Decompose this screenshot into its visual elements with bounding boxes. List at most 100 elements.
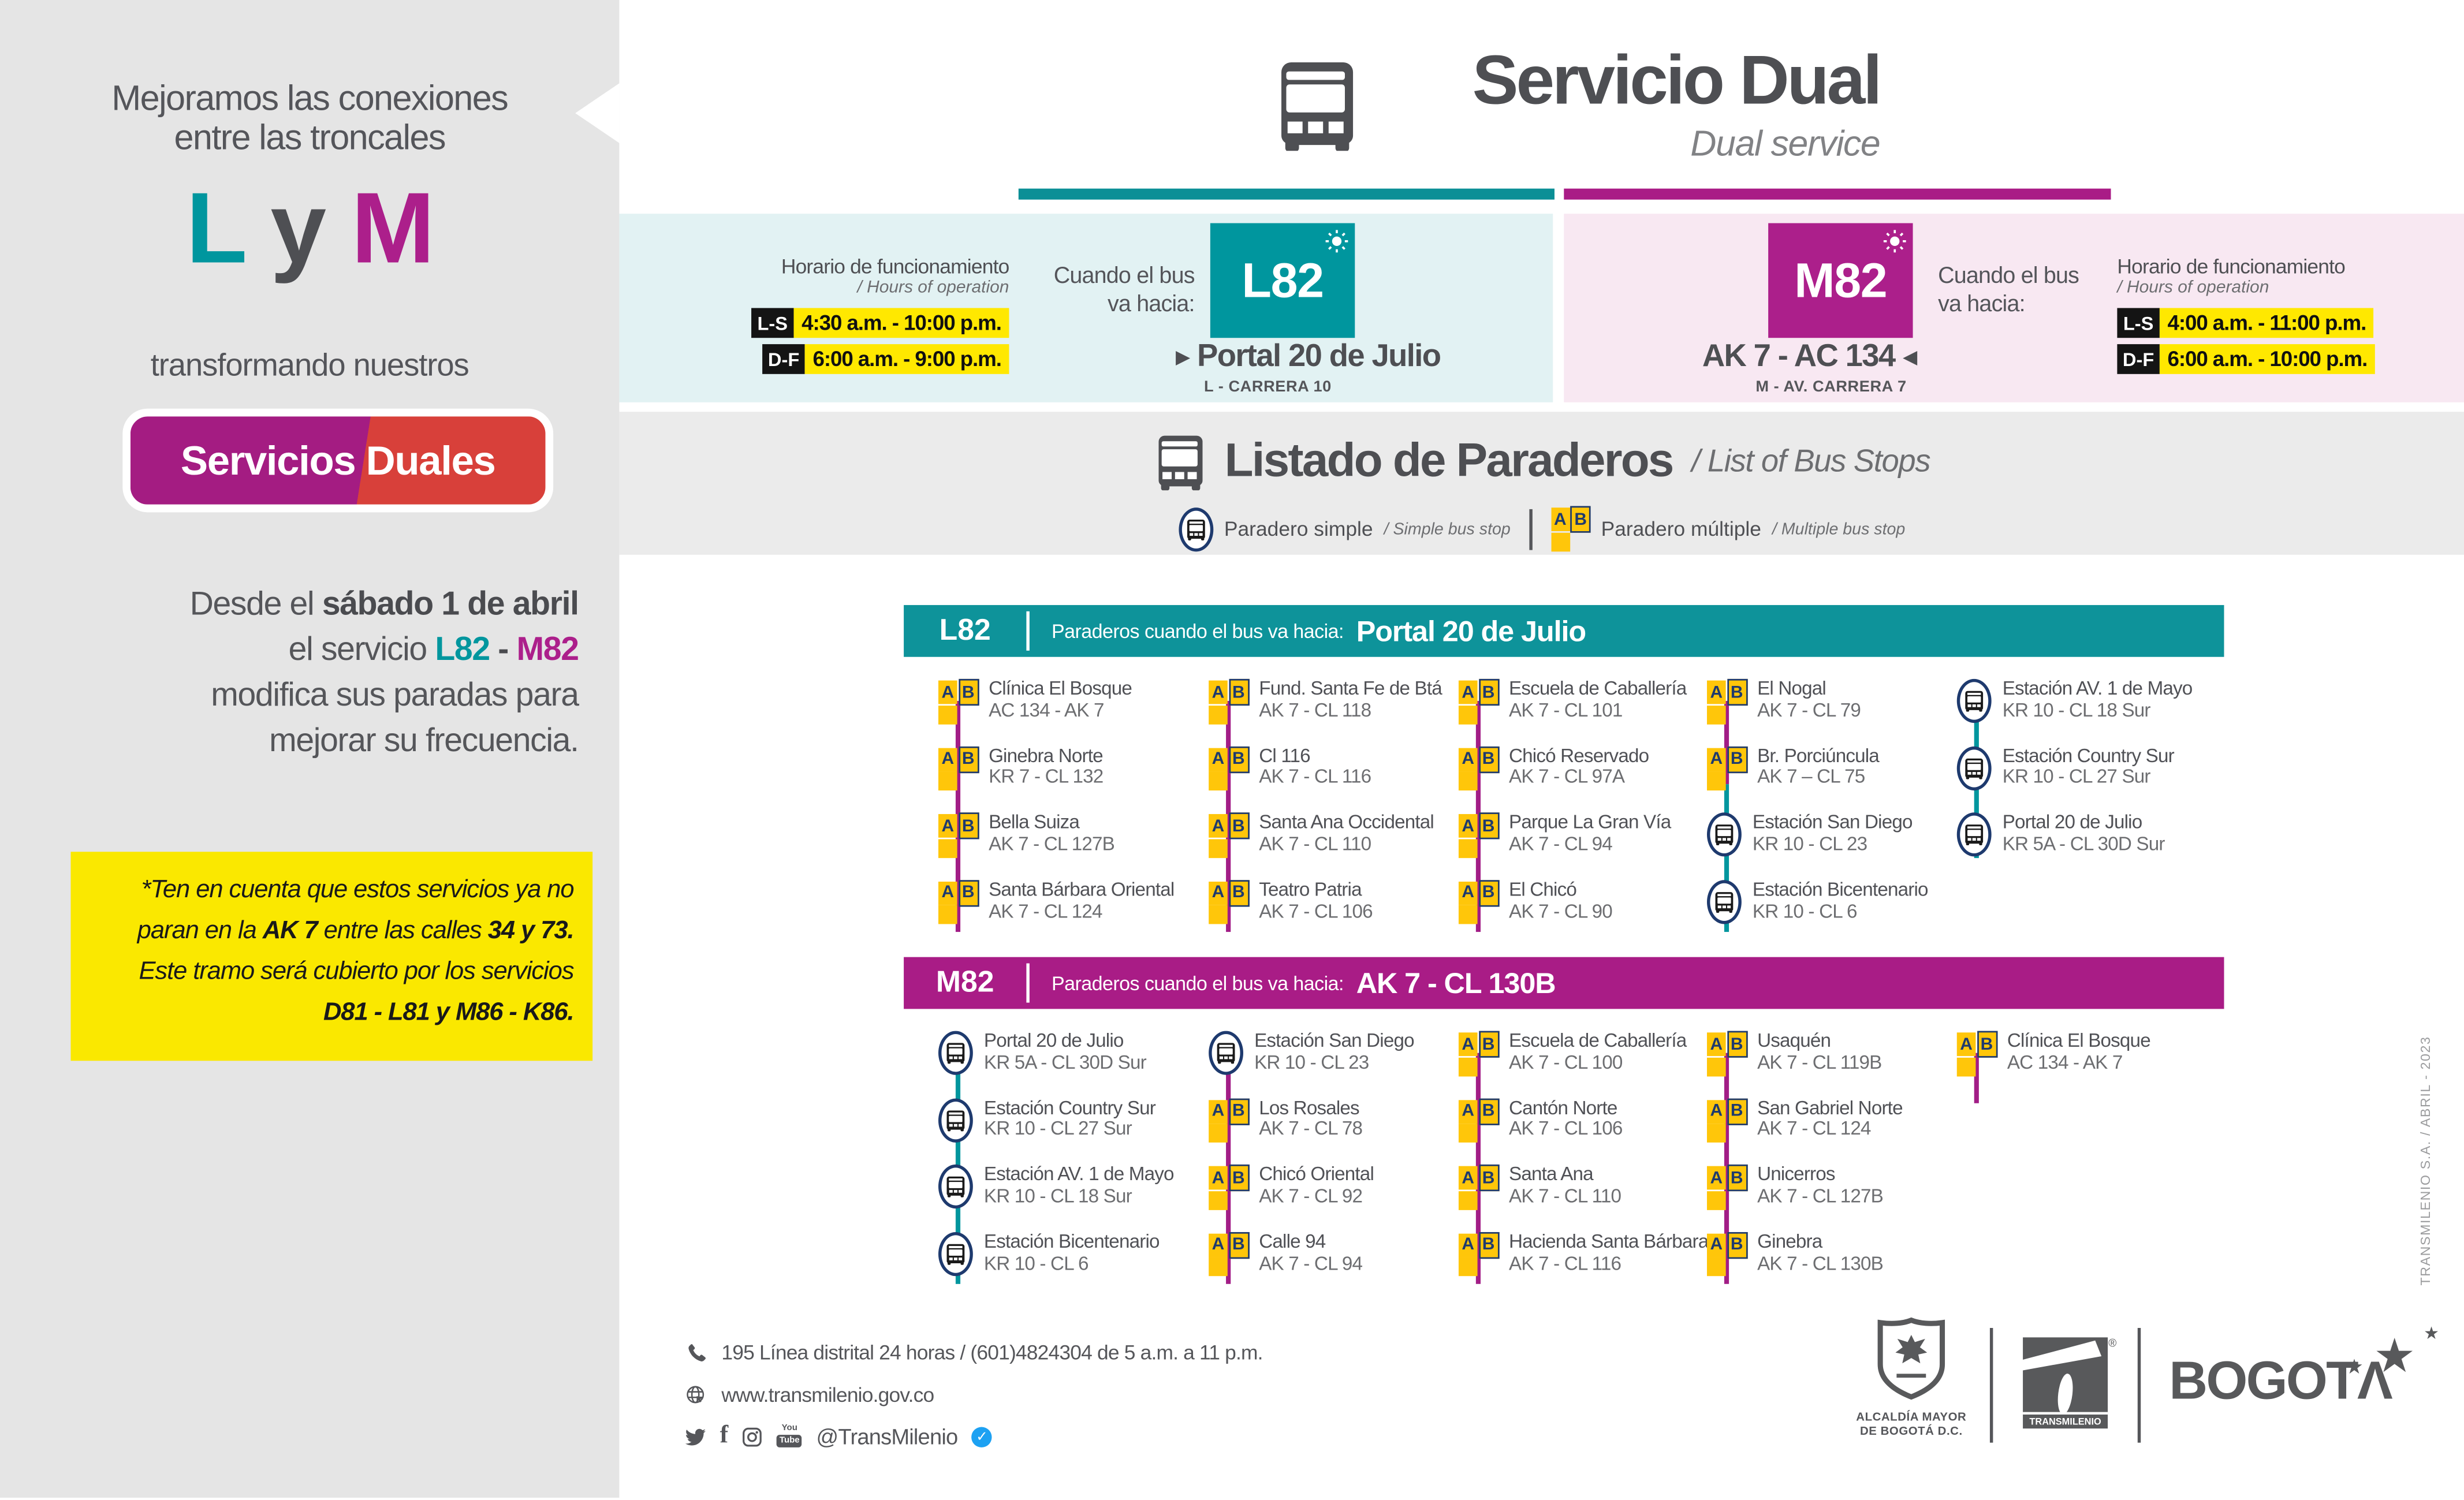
page-title: Servicio Dual bbox=[1472, 42, 1883, 120]
bus-stop: Estación Country Sur KR 10 - CL 27 Sur bbox=[938, 1096, 1174, 1165]
stop-name: Escuela de Caballería bbox=[1509, 677, 1687, 700]
sun-icon bbox=[1883, 230, 1906, 253]
stop-name: Estación AV. 1 de Mayo bbox=[983, 1163, 1175, 1185]
stop-address: KR 10 - CL 6 bbox=[1752, 900, 1858, 922]
hours-row: L-S 4:30 a.m. - 10:00 p.m. bbox=[751, 308, 1009, 338]
m82-destination: AK 7 - AC 134 ◀ bbox=[1702, 339, 1917, 374]
stop-name: Estación Country Sur bbox=[2002, 744, 2175, 767]
bar-divider bbox=[1026, 963, 1030, 1003]
stop-address: AK 7 - CL 101 bbox=[1509, 699, 1623, 721]
section-destination: Portal 20 de Julio bbox=[1356, 613, 1586, 647]
l82-hours: L-S 4:30 a.m. - 10:00 p.m. D-F 6:00 a.m. -… bbox=[751, 308, 1009, 374]
stop-name: Unicerros bbox=[1757, 1163, 1835, 1185]
section-pre: Paraderos cuando el bus va hacia: bbox=[1051, 972, 1344, 994]
route-line bbox=[1226, 1053, 1231, 1284]
stop-name: Fund. Santa Fe de Btá bbox=[1259, 677, 1442, 700]
simple-stop-icon bbox=[938, 1232, 973, 1276]
route-line bbox=[955, 700, 960, 932]
stop-name: Estación San Diego bbox=[1254, 1029, 1415, 1051]
simple-stop-icon bbox=[938, 1098, 973, 1142]
transmilenio-logo: TRANSMILENIO ® bbox=[2018, 1325, 2119, 1443]
footer-website: www.transmilenio.gov.co bbox=[685, 1383, 934, 1406]
stop-address: AK 7 - CL 100 bbox=[1509, 1051, 1623, 1073]
m82-destination-road: M - AV. CARRERA 7 bbox=[1755, 378, 1907, 396]
stop-name: Santa Ana Occidental bbox=[1259, 811, 1434, 834]
transforming-text: transformando nuestros bbox=[150, 349, 469, 384]
star-icon: ★ bbox=[2424, 1324, 2440, 1344]
stop-address: KR 10 - CL 18 Sur bbox=[983, 1185, 1132, 1207]
servicios-duales-badge: Servicios Duales bbox=[122, 408, 554, 513]
stop-address: AK 7 - CL 119B bbox=[1757, 1051, 1882, 1073]
alcaldia-crest-icon bbox=[1877, 1317, 1945, 1400]
stop-address: AK 7 - CL 94 bbox=[1259, 1252, 1363, 1274]
simple-stop-icon bbox=[1956, 812, 1992, 857]
m82-when-text: Cuando el bus va hacia: bbox=[1938, 264, 2079, 317]
bus-stop: Estación Country Sur KR 10 - CL 27 Sur bbox=[1956, 744, 2193, 813]
stop-name: Estación Bicentenario bbox=[983, 1230, 1160, 1252]
hours-row: D-F 6:00 a.m. - 9:00 p.m. bbox=[762, 344, 1009, 374]
bar-divider bbox=[1026, 611, 1030, 651]
hours-row: L-S 4:00 a.m. - 11:00 p.m. bbox=[2117, 308, 2374, 338]
stop-name: Bella Suiza bbox=[989, 811, 1080, 834]
troncal-m: M bbox=[351, 171, 435, 285]
stop-address: AK 7 - CL 118 bbox=[1259, 699, 1371, 721]
legend-divider bbox=[1529, 508, 1532, 550]
day-badge: L-S bbox=[751, 308, 794, 338]
stop-address: AC 134 - AK 7 bbox=[989, 699, 1104, 721]
simple-stop-icon bbox=[1706, 812, 1742, 857]
stops-column: Portal 20 de Julio KR 5A - CL 30D Sur Est… bbox=[938, 1029, 1175, 1299]
route-line bbox=[1974, 1053, 1978, 1103]
stop-name: Ginebra Norte bbox=[989, 744, 1104, 767]
stop-address: AK 7 - CL 116 bbox=[1509, 1252, 1621, 1274]
stop-name: Santa Bárbara Oriental bbox=[989, 878, 1175, 901]
route-line bbox=[1724, 784, 1728, 932]
stop-name: Estación Bicentenario bbox=[1752, 878, 1929, 901]
stop-name: Cl 116 bbox=[1259, 744, 1310, 767]
stop-address: AK 7 - CL 130B bbox=[1757, 1252, 1884, 1274]
m82-stops: Portal 20 de Julio KR 5A - CL 30D Sur Est… bbox=[904, 1029, 2224, 1298]
notice-box: *Ten en cuenta que estos servicios ya no… bbox=[70, 852, 593, 1061]
legend-simple: Paradero simple / Simple bus stop bbox=[1178, 506, 1511, 551]
l82-info-panel: Horario de funcionamiento / Hours of ope… bbox=[619, 214, 1553, 402]
social-handle: @TransMilenio bbox=[816, 1424, 959, 1449]
stop-name: El Chicó bbox=[1509, 878, 1577, 901]
stop-name: Escuela de Caballería bbox=[1509, 1029, 1687, 1051]
stop-address: AC 134 - AK 7 bbox=[2007, 1051, 2123, 1073]
stop-address: AK 7 - CL 90 bbox=[1509, 900, 1613, 922]
stop-address: KR 7 - CL 132 bbox=[989, 766, 1104, 788]
m82-hours-title: Horario de funcionamiento / Hours of ope… bbox=[2117, 254, 2346, 297]
stop-address: AK 7 - CL 106 bbox=[1509, 1118, 1623, 1140]
stop-address: AK 7 - CL 106 bbox=[1259, 900, 1373, 922]
stop-name: El Nogal bbox=[1757, 677, 1826, 700]
stop-address: AK 7 – CL 75 bbox=[1757, 766, 1865, 788]
stop-name: Estación AV. 1 de Mayo bbox=[2002, 677, 2193, 700]
